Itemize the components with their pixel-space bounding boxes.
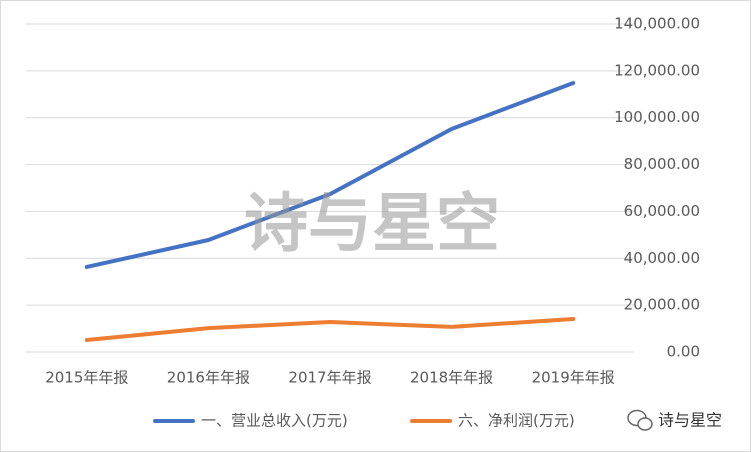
series-line (84, 316, 576, 343)
x-tick-label: 2017年年报 (288, 369, 371, 387)
series-line (84, 81, 576, 269)
legend-label: 一、营业总收入(万元) (201, 412, 348, 430)
x-tick-label: 2016年年报 (167, 369, 250, 387)
y-tick-label: 0.00 (667, 343, 700, 361)
x-tick-label: 2019年年报 (532, 369, 615, 387)
y-tick-label: 80,000.00 (624, 155, 700, 173)
y-tick-label: 60,000.00 (624, 202, 700, 220)
x-tick-label: 2015年年报 (45, 369, 128, 387)
credit: 诗与星空 (658, 411, 722, 430)
y-tick-label: 20,000.00 (624, 296, 700, 314)
y-tick-label: 120,000.00 (614, 61, 700, 79)
y-tick-label: 100,000.00 (614, 108, 700, 126)
wechat-icon (627, 409, 653, 431)
y-tick-label: 140,000.00 (614, 15, 700, 33)
legend-label: 六、净利润(万元) (458, 412, 575, 430)
y-tick-label: 40,000.00 (624, 249, 700, 267)
x-tick-label: 2018年年报 (410, 369, 493, 387)
plot: 0.00 20,000.00 40,000.00 60,000.00 80,000.00… (26, 15, 700, 430)
watermark: 诗与星空 (244, 188, 500, 262)
